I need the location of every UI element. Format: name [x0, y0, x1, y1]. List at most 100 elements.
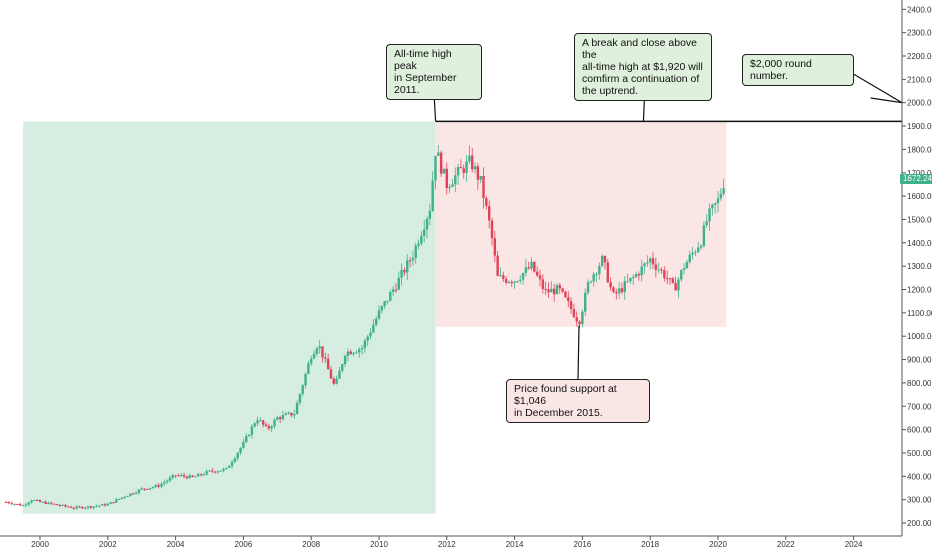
candle-242 — [688, 250, 691, 265]
candle-179 — [510, 279, 513, 288]
candle-body-71 — [205, 471, 208, 475]
candle-body-36 — [106, 503, 109, 506]
candle-body-176 — [502, 275, 505, 279]
candle-body-21 — [64, 504, 67, 507]
candle-body-137 — [391, 289, 395, 293]
candle-body-112 — [321, 346, 324, 358]
candle-205 — [584, 288, 587, 316]
candle-body-78 — [225, 467, 228, 469]
candle-body-162 — [462, 168, 465, 173]
candle-body-142 — [406, 260, 409, 273]
candle-122 — [349, 349, 352, 355]
candle-186 — [530, 257, 533, 271]
candle-98 — [281, 411, 285, 421]
candle-body-48 — [140, 488, 143, 490]
candle-body-214 — [609, 282, 612, 288]
candle-16 — [50, 501, 53, 506]
candle-246 — [699, 243, 703, 251]
candle-23 — [69, 505, 73, 509]
candle-48 — [140, 487, 143, 491]
candle-body-100 — [287, 412, 290, 414]
candle-232 — [660, 267, 663, 275]
candle-108 — [310, 355, 313, 367]
x-tick-label-1: 2002 — [99, 540, 117, 549]
candle-body-87 — [250, 426, 254, 435]
candle-93 — [267, 423, 271, 431]
candle-body-86 — [247, 434, 251, 437]
candle-body-198 — [564, 291, 567, 298]
y-tick-label-7: 900.00 — [907, 356, 932, 365]
candle-66 — [191, 475, 194, 478]
candle-body-196 — [558, 285, 561, 289]
candle-body-60 — [174, 475, 177, 477]
candle-body-166 — [473, 166, 477, 170]
candle-body-19 — [58, 505, 61, 507]
candle-body-96 — [276, 417, 279, 420]
candle-body-111 — [318, 346, 321, 349]
candle-body-107 — [307, 363, 310, 374]
y-tick-label-9: 1100.00 — [907, 309, 932, 318]
candle-body-1 — [7, 502, 11, 504]
candle-35 — [103, 502, 107, 507]
candle-8 — [27, 501, 30, 507]
candle-body-193 — [550, 288, 553, 293]
y-tick-label-3: 500.00 — [907, 449, 932, 458]
candle-body-237 — [674, 282, 677, 291]
candle-body-227 — [646, 262, 649, 264]
candle-body-154 — [439, 152, 443, 174]
candle-253 — [719, 188, 723, 201]
candle-172 — [490, 217, 494, 246]
candle-32 — [95, 504, 98, 508]
candle-body-229 — [651, 258, 655, 265]
candle-body-33 — [98, 505, 101, 507]
candle-body-155 — [442, 168, 446, 174]
x-tick-label-7: 2014 — [506, 540, 524, 549]
candle-160 — [456, 163, 460, 186]
candle-249 — [708, 203, 711, 232]
candle-body-29 — [86, 506, 90, 508]
candle-222 — [632, 274, 635, 285]
candle-body-103 — [295, 402, 299, 415]
candle-120 — [343, 354, 347, 368]
candle-103 — [295, 400, 299, 415]
candle-body-105 — [301, 385, 304, 395]
candle-body-99 — [284, 413, 287, 416]
candle-body-45 — [132, 493, 135, 495]
candle-243 — [691, 246, 694, 260]
candle-25 — [75, 504, 78, 510]
candle-body-122 — [349, 351, 352, 355]
candle-43 — [126, 495, 129, 497]
candle-13 — [41, 501, 45, 503]
candle-71 — [205, 469, 208, 476]
candle-225 — [640, 259, 643, 282]
candle-57 — [165, 479, 169, 485]
candle-167 — [476, 162, 480, 190]
candle-132 — [377, 305, 381, 321]
x-tick-label-8: 2016 — [574, 540, 592, 549]
candle-182 — [519, 274, 522, 284]
candle-body-32 — [95, 505, 98, 507]
candle-body-141 — [403, 269, 406, 273]
candle-252 — [716, 190, 720, 213]
candle-209 — [595, 272, 598, 283]
candle-body-149 — [425, 218, 429, 230]
candle-body-133 — [380, 306, 384, 311]
candle-9 — [30, 499, 33, 504]
candle-63 — [182, 472, 186, 479]
candle-body-12 — [38, 500, 42, 502]
candle-237 — [674, 276, 677, 291]
candle-212 — [603, 255, 607, 270]
candle-body-219 — [623, 281, 626, 293]
candle-body-199 — [567, 297, 570, 302]
candle-115 — [329, 366, 333, 379]
candle-194 — [552, 283, 556, 302]
candle-91 — [261, 419, 265, 428]
candle-3 — [13, 503, 16, 506]
candle-body-139 — [397, 277, 400, 290]
candle-body-7 — [24, 504, 28, 506]
candle-body-85 — [245, 436, 248, 442]
candle-body-53 — [154, 485, 158, 487]
candle-body-119 — [341, 364, 344, 371]
candle-85 — [245, 433, 248, 444]
candle-body-144 — [411, 258, 415, 261]
